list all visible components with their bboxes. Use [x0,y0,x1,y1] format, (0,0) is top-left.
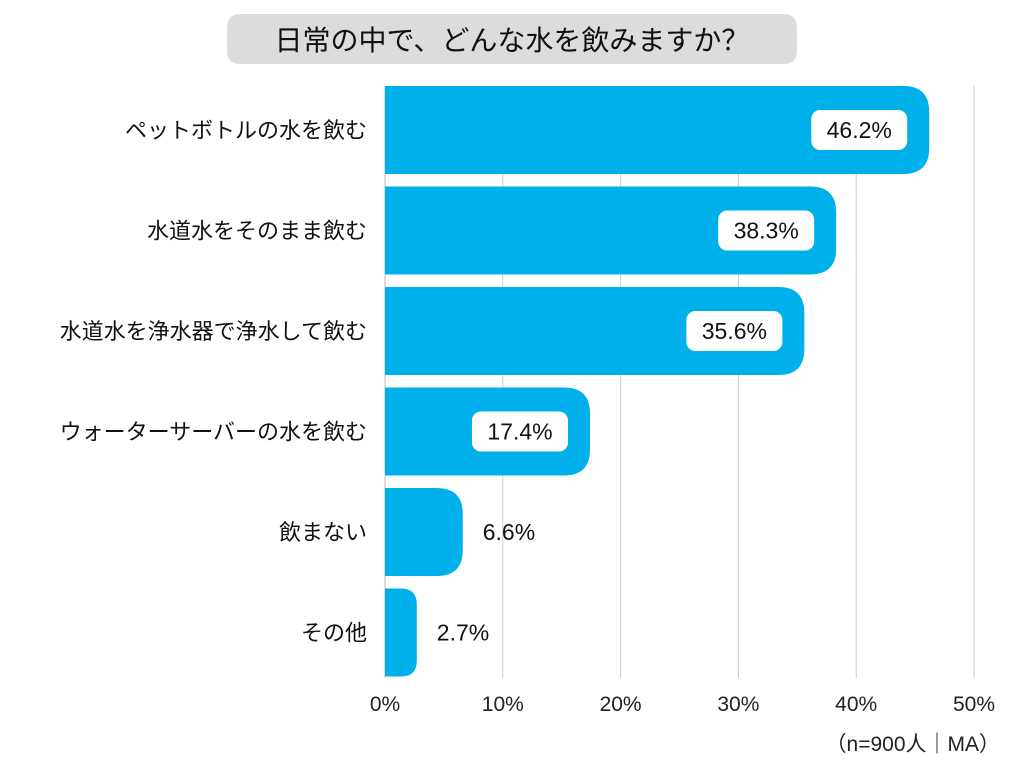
x-tick-label: 40% [835,693,877,716]
bar [385,588,417,677]
category-label: ペットボトルの水を飲む [125,119,367,144]
value-label: 6.6% [483,519,535,545]
x-tick-labels: 0% 10% 20% 30% 40% 50% [370,693,995,716]
value-label-box [471,411,568,452]
bars: 46.2% 38.3% 35.6% 17.4% 6.6% 2.7% [385,86,930,677]
value-label: 46.2% [827,117,892,143]
x-tick-label: 20% [600,693,642,716]
category-labels: ペットボトルの水を飲む水道水をそのまま飲む水道水を浄水器で浄水して飲むウォーター… [60,119,367,647]
grid-lines [502,86,975,678]
value-label-box [718,210,815,251]
bar [385,186,837,275]
category-label: 水道水を浄水器で浄水して飲む [60,320,367,345]
category-label: ウォーターサーバーの水を飲む [60,421,367,446]
chart-title: 日常の中で、どんな水を飲みますか？ [227,14,797,64]
bar [385,287,805,375]
bar [385,86,930,174]
value-label: 2.7% [437,620,489,646]
x-tick-label: 30% [717,693,759,716]
bar [385,488,463,576]
value-label-box [686,311,783,351]
x-tick-label: 50% [953,693,995,716]
x-tick-label: 0% [370,693,400,716]
category-label: 飲まない [279,521,367,546]
value-label-box [811,110,908,150]
category-label: 水道水をそのまま飲む [147,220,367,245]
x-tick-label: 10% [482,693,524,716]
value-label: 38.3% [734,218,799,244]
sample-note: （n=900人｜MA） [825,733,1000,756]
category-label: その他 [301,622,367,647]
value-label: 35.6% [702,318,767,344]
value-label: 17.4% [487,419,552,445]
